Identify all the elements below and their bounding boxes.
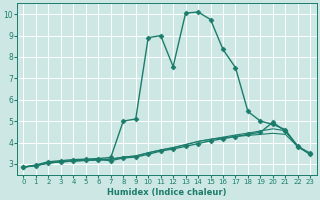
X-axis label: Humidex (Indice chaleur): Humidex (Indice chaleur) [107,188,227,197]
